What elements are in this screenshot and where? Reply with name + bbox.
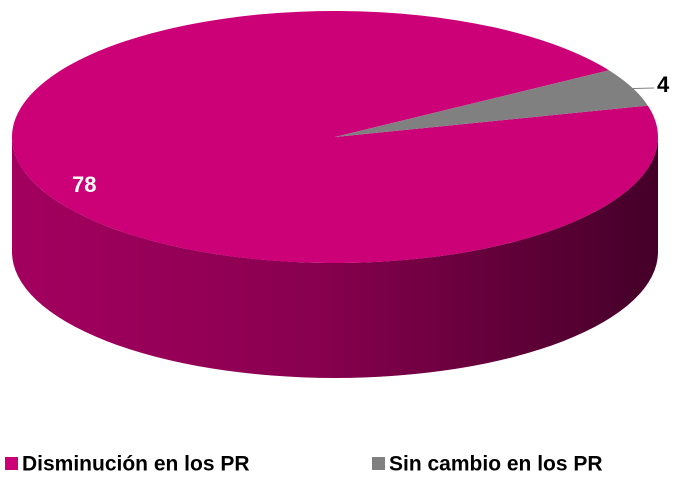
pie-side (12, 137, 658, 378)
legend-swatch (5, 457, 18, 470)
data-label: 78 (72, 172, 96, 197)
data-label: 4 (657, 72, 670, 97)
leader-line (622, 87, 655, 90)
pie-slice (335, 70, 648, 137)
legend-swatch (372, 457, 385, 470)
pie-slice (11, 10, 658, 263)
legend-label: Sin cambio en los PR (389, 453, 603, 476)
legend-label: Disminución en los PR (22, 453, 250, 476)
